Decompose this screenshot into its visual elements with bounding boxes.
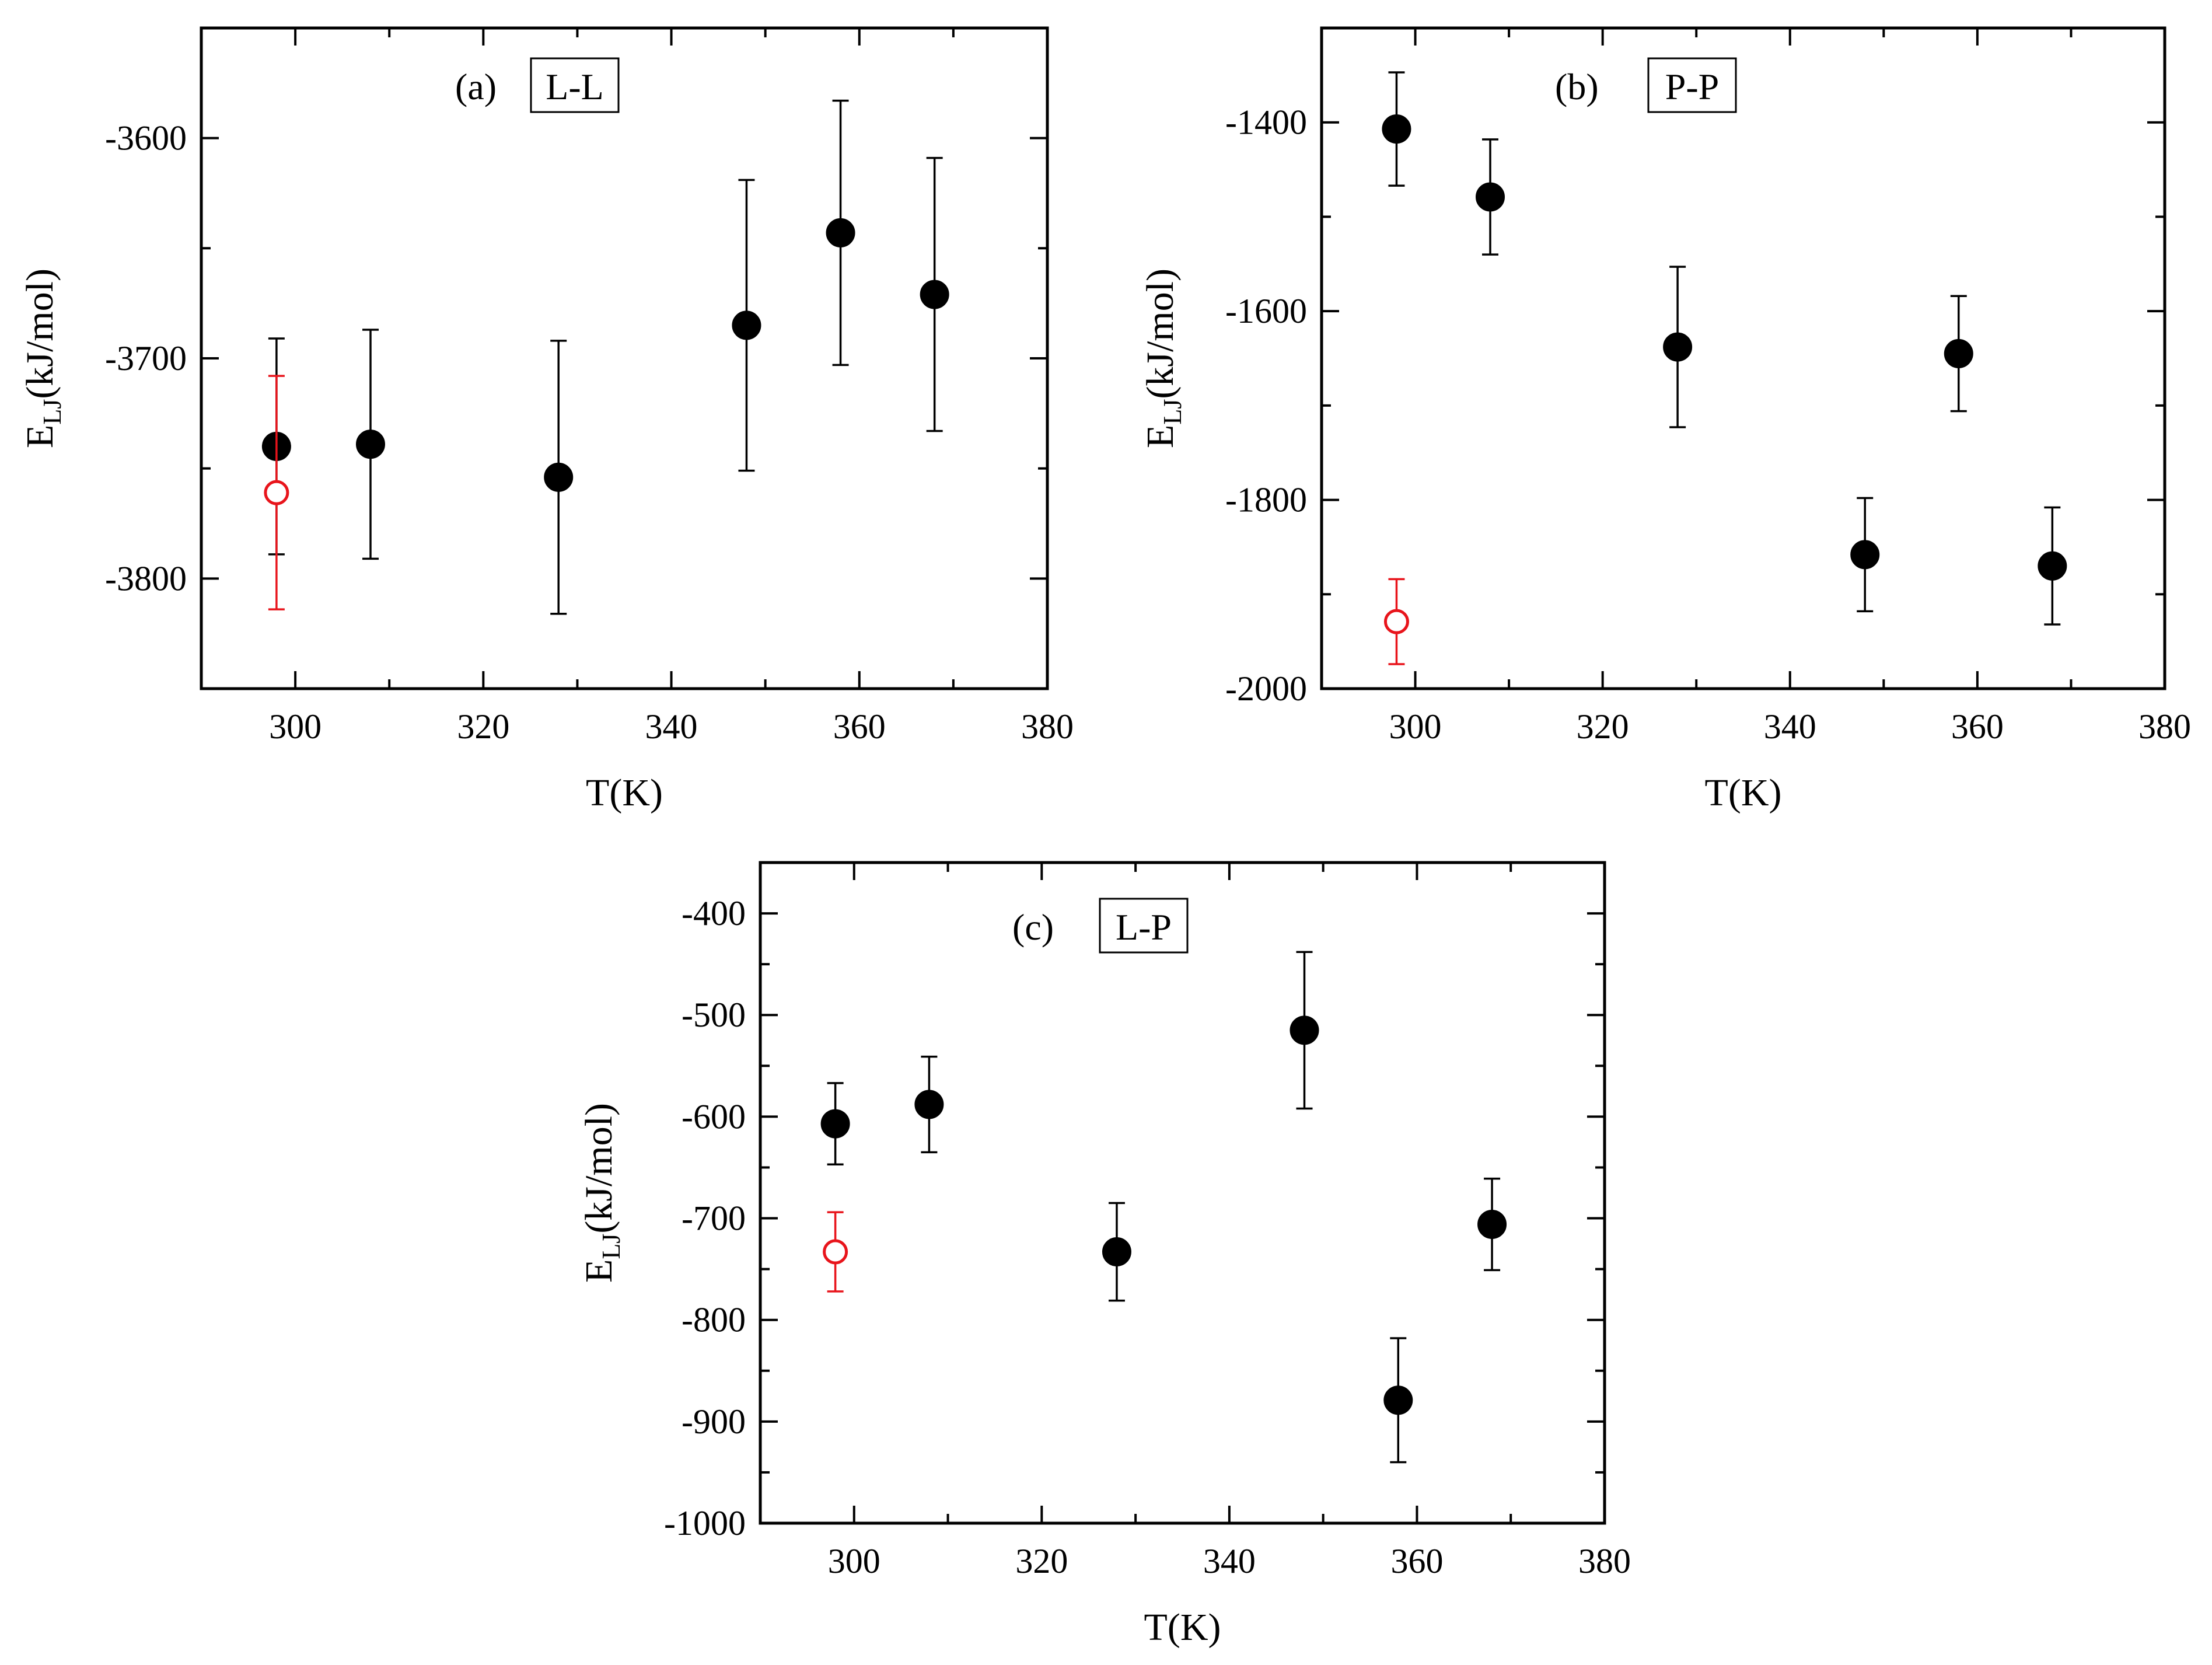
x-axis-title: T(K)	[1705, 772, 1782, 814]
data-point	[1850, 540, 1880, 570]
y-tick-label: -500	[682, 996, 746, 1034]
x-tick-label: 360	[833, 707, 886, 746]
data-point	[1476, 182, 1505, 212]
panel-c: 300 320 340 360 380 -400 -500 -600 -700 -800 -900 -…	[578, 861, 1631, 1649]
y-axis-title: ELJ(kJ/mol)	[578, 1103, 625, 1283]
y-tick-label: -3700	[105, 339, 187, 378]
data-point	[1102, 1237, 1131, 1267]
data-point	[914, 1090, 944, 1119]
y-tick-label: -3600	[105, 119, 187, 158]
data-point	[732, 310, 761, 340]
y-axis-title-main: E	[578, 1259, 620, 1283]
x-axis-title: T(K)	[1144, 1606, 1221, 1649]
y-tick-label: -1600	[1225, 292, 1307, 330]
plot-frame	[1320, 26, 2166, 690]
x-tick-label: 320	[1015, 1542, 1068, 1580]
data-point	[1477, 1209, 1507, 1239]
y-axis-title-main: E	[19, 425, 61, 448]
y-tick-label: -3800	[105, 559, 187, 598]
data-point-reference	[264, 480, 289, 505]
y-axis-title-main: E	[1139, 425, 1182, 448]
x-tick-label: 340	[1203, 1542, 1256, 1580]
x-tick-label: 300	[828, 1542, 880, 1580]
data-point	[1663, 332, 1693, 362]
box-label: L-P	[1116, 906, 1172, 948]
y-axis-title: ELJ(kJ/mol)	[1139, 268, 1187, 448]
data-point	[1290, 1015, 1319, 1045]
y-axis-title-units: (kJ/mol)	[578, 1103, 620, 1234]
x-tick-label: 300	[1389, 707, 1442, 746]
box-label: P-P	[1665, 66, 1720, 107]
y-tick-label: -700	[682, 1199, 746, 1238]
y-axis-title-subscript: LJ	[597, 1234, 625, 1259]
y-tick-label: -400	[682, 894, 746, 933]
y-axis-title-subscript: LJ	[1158, 399, 1187, 425]
y-axis-title: ELJ(kJ/mol)	[19, 268, 67, 448]
label-box	[530, 57, 620, 113]
data-point	[2038, 551, 2067, 581]
x-tick-label: 380	[1578, 1542, 1631, 1580]
y-tick-label: -1000	[664, 1504, 746, 1542]
x-tick-label: 360	[1390, 1542, 1443, 1580]
plot-frame	[200, 26, 1049, 690]
panel-a: 300 320 340 360 380 -3600 -3700 -3800 T(K) ELJ(kJ…	[19, 26, 1074, 814]
data-point	[544, 462, 574, 492]
panel-label: (c)	[1012, 906, 1054, 948]
plot-frame	[759, 861, 1606, 1525]
data-point	[1944, 338, 1973, 368]
data-point-reference	[823, 1239, 848, 1265]
y-tick-label: -1800	[1225, 481, 1307, 519]
x-tick-label: 360	[1951, 707, 2004, 746]
x-tick-label: 320	[457, 707, 509, 746]
y-tick-label: -600	[682, 1097, 746, 1136]
x-tick-label: 380	[2138, 707, 2191, 746]
data-point	[356, 430, 385, 459]
y-tick-label: -1400	[1225, 103, 1307, 142]
x-tick-label: 300	[269, 707, 322, 746]
x-axis-title: T(K)	[586, 772, 663, 814]
panel-b: 300 320 340 360 380 -1400 -1600 -1800 -2000 T(K) E…	[1139, 26, 2191, 814]
data-point	[1383, 1385, 1413, 1415]
data-point	[820, 1109, 850, 1139]
x-tick-label: 340	[1764, 707, 1816, 746]
panel-label: (b)	[1555, 66, 1599, 107]
y-axis-title-units: (kJ/mol)	[1139, 268, 1182, 399]
data-point	[1382, 114, 1411, 144]
x-tick-label: 380	[1021, 707, 1074, 746]
panel-label: (a)	[455, 66, 497, 107]
box-label: L-L	[546, 66, 604, 107]
data-point	[826, 218, 855, 247]
y-tick-label: -800	[682, 1301, 746, 1339]
y-tick-label: -2000	[1225, 669, 1307, 708]
label-box	[1099, 898, 1189, 954]
x-tick-label: 320	[1577, 707, 1629, 746]
y-tick-label: -900	[682, 1402, 746, 1441]
label-box	[1647, 57, 1737, 113]
y-axis-title-units: (kJ/mol)	[19, 268, 61, 399]
y-axis-title-subscript: LJ	[38, 399, 67, 425]
data-point-reference	[1383, 609, 1409, 634]
data-point	[920, 280, 949, 309]
x-tick-label: 340	[645, 707, 698, 746]
